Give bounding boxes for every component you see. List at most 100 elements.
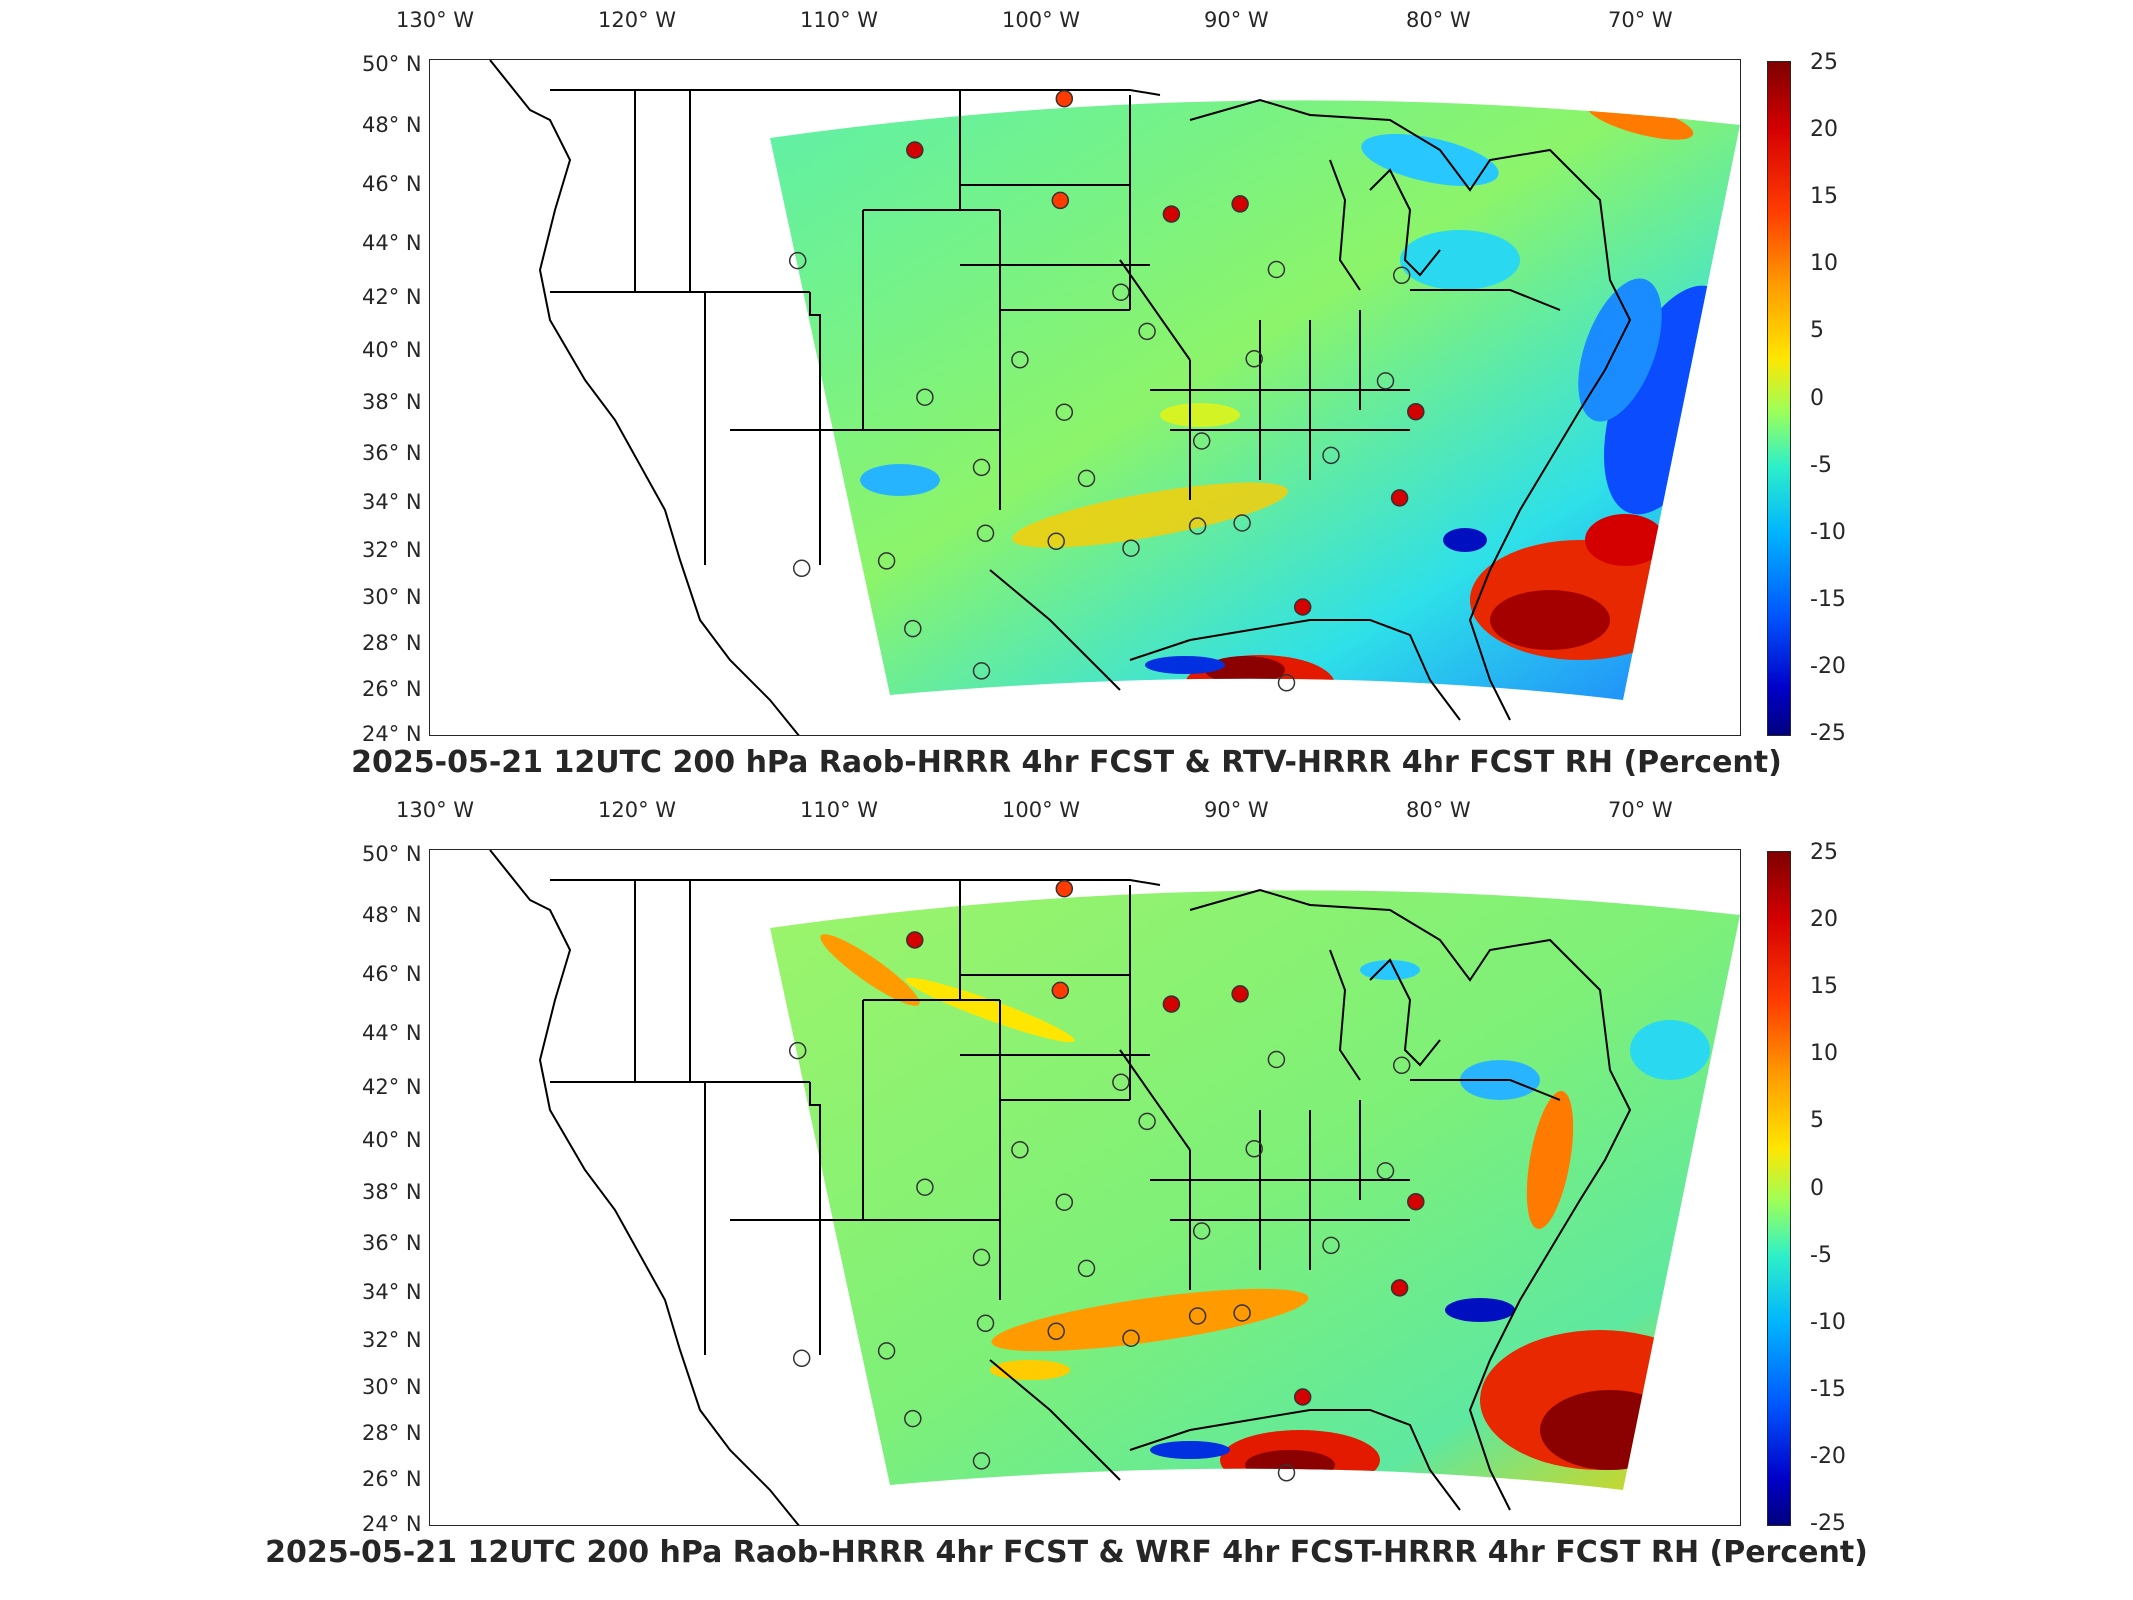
- colorbar-tick: 15: [1810, 974, 1838, 999]
- station-marker: [1011, 351, 1029, 369]
- station-marker: [906, 931, 924, 949]
- map-plot-area: [429, 849, 1741, 1526]
- lat-label: 46° N: [362, 172, 422, 196]
- lon-label: 120° W: [598, 798, 677, 822]
- lat-label: 44° N: [362, 231, 422, 255]
- lat-label: 34° N: [362, 490, 422, 514]
- lat-label: 48° N: [362, 903, 422, 927]
- colorbar-tick: 0: [1810, 1176, 1824, 1201]
- station-marker: [1112, 283, 1130, 301]
- lat-label: 30° N: [362, 585, 422, 609]
- station-marker: [1231, 195, 1249, 213]
- colorbar-tick: 20: [1810, 907, 1838, 932]
- lon-label: 80° W: [1406, 8, 1471, 32]
- station-marker: [1047, 532, 1065, 551]
- station-marker: [972, 458, 991, 477]
- station-marker: [877, 552, 896, 570]
- lat-label: 44° N: [362, 1021, 422, 1045]
- station-marker: [1047, 1322, 1065, 1341]
- colorbar-tick: -10: [1810, 520, 1846, 545]
- station-marker: [1392, 266, 1411, 285]
- station-marker: [788, 1041, 807, 1060]
- rh-difference-field: [770, 890, 1740, 1490]
- colorbar-tick: -20: [1810, 1444, 1846, 1469]
- lat-label: 38° N: [362, 1180, 422, 1204]
- station-marker: [1055, 89, 1074, 108]
- station-marker: [1322, 446, 1340, 465]
- colorbar-tick: -20: [1810, 654, 1846, 679]
- colorbar-tick: 25: [1810, 50, 1838, 75]
- station-marker: [1055, 879, 1074, 898]
- lon-label: 100° W: [1002, 798, 1081, 822]
- lat-label: 32° N: [362, 1328, 422, 1352]
- station-marker: [1376, 372, 1395, 390]
- station-marker: [1162, 995, 1181, 1013]
- station-marker: [1277, 674, 1296, 692]
- lon-label: 90° W: [1204, 798, 1269, 822]
- station-marker: [1407, 1192, 1425, 1211]
- lat-label: 24° N: [362, 722, 422, 746]
- map-plot-area: [429, 59, 1741, 736]
- panel-wrf: 130° W 120° W 110° W 100° W 90° W 80° W …: [0, 790, 2133, 1590]
- lat-label: 46° N: [362, 962, 422, 986]
- lat-label: 24° N: [362, 1512, 422, 1536]
- lat-label: 40° N: [362, 1128, 422, 1152]
- station-marker: [976, 524, 995, 543]
- station-marker: [1077, 469, 1096, 488]
- station-marker: [1077, 1259, 1096, 1278]
- station-marker: [1245, 1140, 1263, 1158]
- colorbar: [1767, 61, 1791, 736]
- station-marker: [1267, 1050, 1286, 1069]
- station-marker: [1122, 1329, 1140, 1347]
- colorbar-tick: 25: [1810, 840, 1838, 865]
- colorbar-tick: -5: [1810, 453, 1832, 478]
- lat-label: 38° N: [362, 390, 422, 414]
- lat-label: 28° N: [362, 631, 422, 655]
- map-svg: [489, 60, 1740, 735]
- panel-rtv-hrrr: 130° W 120° W 110° W 100° W 90° W 80° W …: [351, 8, 1846, 780]
- lon-label: 80° W: [1406, 798, 1471, 822]
- lat-label: 28° N: [362, 1421, 422, 1445]
- panel-title: 2025-05-21 12UTC 200 hPa Raob-HRRR 4hr F…: [265, 1535, 1868, 1570]
- station-marker: [972, 1248, 991, 1267]
- station-marker: [1188, 517, 1207, 535]
- colorbar-tick: 5: [1810, 1108, 1824, 1133]
- lat-label: 50° N: [362, 842, 422, 866]
- station-marker: [1376, 1162, 1395, 1180]
- station-marker: [1192, 432, 1211, 450]
- colorbar-tick: 15: [1810, 184, 1838, 209]
- station-marker: [976, 1314, 995, 1333]
- station-marker: [1192, 1222, 1211, 1240]
- station-marker: [1112, 1073, 1130, 1091]
- colorbar-tick: 0: [1810, 386, 1824, 411]
- lat-label: 34° N: [362, 1280, 422, 1304]
- panel-title: 2025-05-21 12UTC 200 hPa Raob-HRRR 4hr F…: [351, 745, 1782, 780]
- lat-label: 48° N: [362, 113, 422, 137]
- station-marker: [916, 1178, 934, 1196]
- lon-label: 120° W: [598, 8, 677, 32]
- station-marker: [904, 1409, 922, 1428]
- map-borders: [489, 60, 1632, 735]
- station-marker: [792, 1349, 811, 1368]
- station-markers: [788, 879, 1425, 1482]
- colorbar-tick: 10: [1810, 251, 1838, 276]
- station-marker: [1138, 322, 1156, 341]
- station-marker: [788, 251, 807, 270]
- lat-label: 26° N: [362, 677, 422, 701]
- lon-label: 70° W: [1608, 798, 1673, 822]
- station-marker: [916, 388, 934, 406]
- station-marker: [1231, 985, 1249, 1003]
- station-marker: [1138, 1112, 1156, 1131]
- colorbar: [1767, 851, 1791, 1526]
- station-marker: [1122, 539, 1140, 557]
- lon-label: 110° W: [800, 8, 879, 32]
- colorbar-tick: 20: [1810, 117, 1838, 142]
- station-marker: [1051, 191, 1070, 210]
- lat-label: 42° N: [362, 285, 422, 309]
- lon-label: 130° W: [396, 8, 475, 32]
- station-marker: [1392, 1056, 1411, 1075]
- station-marker: [1188, 1307, 1207, 1325]
- lon-label: 100° W: [1002, 8, 1081, 32]
- lon-label: 70° W: [1608, 8, 1673, 32]
- map-borders: [489, 850, 1632, 1525]
